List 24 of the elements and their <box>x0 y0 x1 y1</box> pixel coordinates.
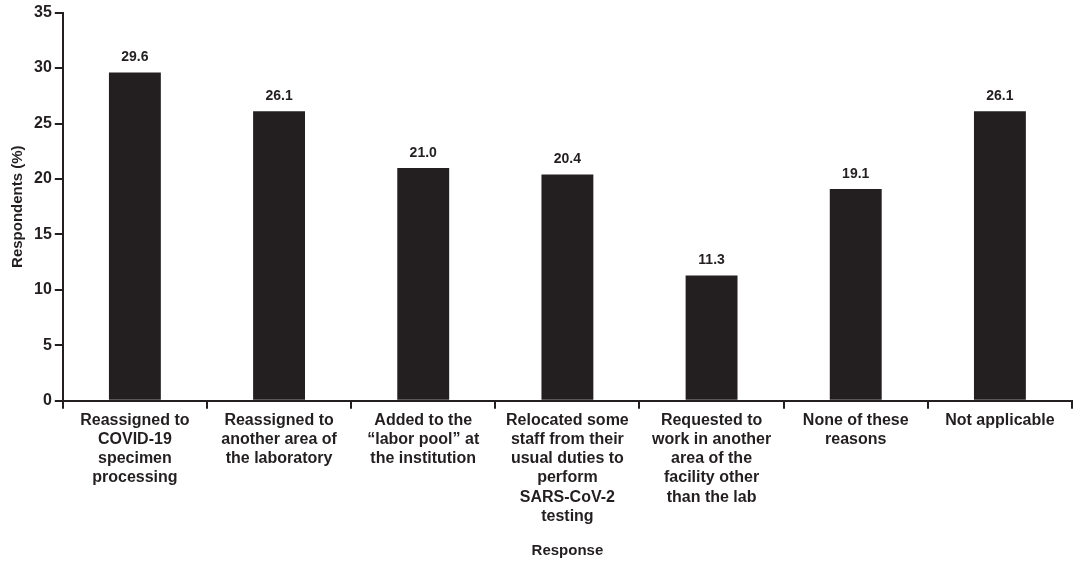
y-tick-label: 25 <box>34 113 52 131</box>
data-label: 21.0 <box>409 143 438 160</box>
x-tick-label: Added to the “labor pool” at the institution <box>367 410 480 467</box>
data-label: 20.4 <box>553 150 582 167</box>
y-tick-label: 10 <box>34 280 52 298</box>
x-tick-label: Reassigned to COVID-19 specimen processing <box>80 410 190 486</box>
x-tick-label: Not applicable <box>945 410 1055 428</box>
y-tick-label: 5 <box>42 335 52 353</box>
x-tick-label: Requested to work in another area of the facility other than the lab <box>651 410 772 505</box>
data-label: 29.6 <box>121 48 149 65</box>
x-tick-label: Reassigned to another area of the laboratory <box>221 410 338 467</box>
x-axis-title: Response <box>531 541 604 559</box>
data-label: 19.1 <box>842 164 870 181</box>
y-tick-label: 20 <box>34 169 52 187</box>
y-axis-title: Respondents (%) <box>8 145 26 268</box>
y-tick-label: 0 <box>42 391 52 409</box>
x-tick-label: Relocated some staff from their usual duties to perform SARS-CoV-2 testing <box>506 410 629 524</box>
data-label: 26.1 <box>265 87 293 104</box>
data-label: 26.1 <box>986 87 1014 104</box>
y-tick-label: 30 <box>34 58 52 76</box>
y-tick-label: 15 <box>34 224 52 242</box>
x-tick-label: None of these reasons <box>802 410 909 448</box>
y-tick-label: 35 <box>34 3 52 21</box>
data-label: 11.3 <box>698 251 726 268</box>
